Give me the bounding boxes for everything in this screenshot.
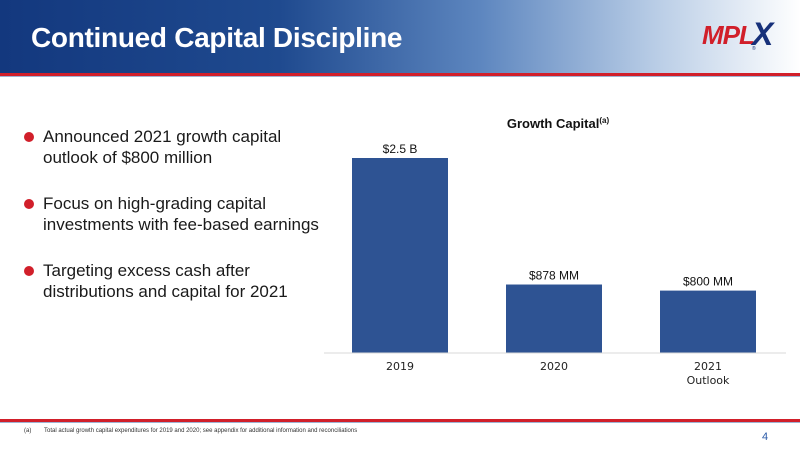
x-tick-label: 2021 [694, 360, 722, 373]
bar-2019 [352, 158, 448, 353]
bullet-item: Focus on high-grading capital investment… [24, 193, 324, 235]
logo-registered-mark: ® [752, 46, 756, 52]
mplx-logo: MPL X ® [702, 16, 784, 60]
chart-title-superscript: (a) [599, 116, 609, 125]
bullet-dot-icon [24, 199, 34, 209]
chart-title: Growth Capital(a) [507, 116, 610, 131]
bullet-item: Targeting excess cash after distribution… [24, 260, 324, 302]
chart-title-text: Growth Capital [507, 116, 599, 131]
header-divider-blue [0, 76, 800, 77]
data-label: $878 MM [529, 269, 579, 283]
bullet-text: Focus on high-grading capital investment… [43, 194, 319, 234]
bullet-text: Announced 2021 growth capital outlook of… [43, 127, 282, 167]
bullet-list: Announced 2021 growth capital outlook of… [24, 126, 324, 327]
logo-wordmark: MPL [702, 20, 755, 50]
data-label: $2.5 B [383, 142, 418, 156]
footnote: (a) Total actual growth capital expenditu… [24, 428, 357, 434]
page-number: 4 [762, 431, 769, 443]
bullet-dot-icon [24, 266, 34, 276]
logo-x-mark: X [752, 16, 774, 52]
header-banner: Continued Capital Discipline MPL X ® [0, 0, 800, 73]
bar-2021 [660, 290, 756, 353]
bar-2020 [506, 284, 602, 353]
page-title: Continued Capital Discipline [31, 22, 403, 53]
x-tick-sublabel: Outlook [687, 374, 730, 387]
bars-layer [352, 158, 756, 353]
growth-capital-chart: Growth Capital(a) $2.5 B 2019 $878 MM 2020 $… [320, 105, 790, 405]
footer-divider-blue [0, 422, 800, 423]
bullet-text: Targeting excess cash after distribution… [43, 261, 288, 301]
data-label: $800 MM [683, 275, 733, 289]
header-divider-red [0, 73, 800, 76]
bullet-dot-icon [24, 132, 34, 142]
footnote-text: Total actual growth capital expenditures… [44, 428, 358, 434]
bullet-item: Announced 2021 growth capital outlook of… [24, 126, 324, 168]
x-tick-label: 2020 [540, 360, 568, 373]
x-tick-label: 2019 [386, 360, 414, 373]
footer-divider-red [0, 419, 800, 422]
footnote-marker: (a) [24, 428, 32, 434]
